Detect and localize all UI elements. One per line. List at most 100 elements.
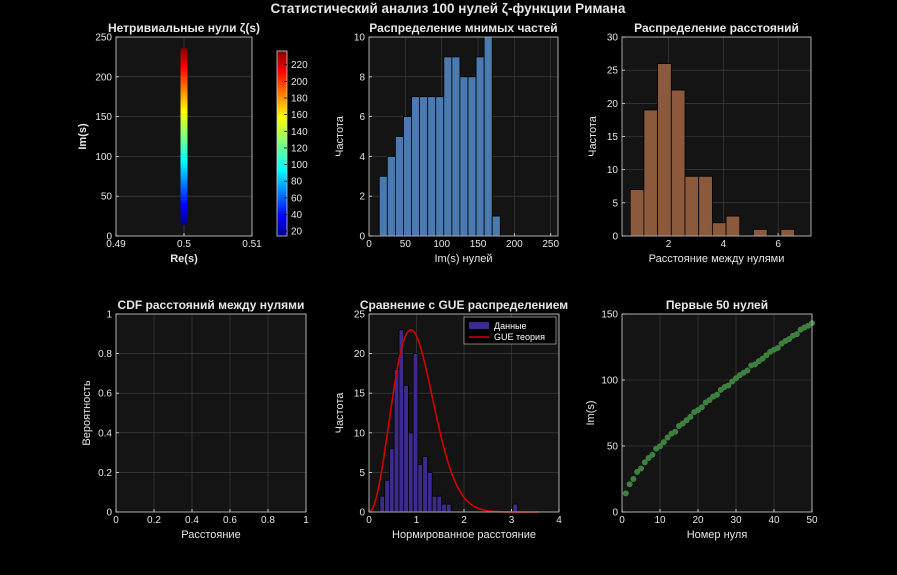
y-tick-label: 2: [359, 192, 365, 203]
hist-bar: [451, 56, 461, 237]
hist-bar: [443, 56, 453, 237]
y-tick-label: 0: [359, 232, 365, 243]
colorbar-tick-label: 140: [291, 127, 308, 138]
zero-point: [657, 443, 663, 450]
hist-bar: [629, 189, 645, 237]
gue-hist-bar: [441, 503, 447, 513]
hist-bar: [467, 76, 477, 237]
x-tick-label: 100: [433, 239, 450, 250]
panel-cdf: 0 0.2 0.4 0.6 0.8 1 0 0.2 0.4 0.6 0.8 1 CDF расстоян…: [81, 298, 309, 541]
x-tick-label: 0.49: [106, 239, 126, 250]
colorbar-tick-label: 40: [291, 210, 303, 221]
zero-point: [687, 413, 694, 420]
y-tick-label: 25: [354, 310, 366, 321]
x-tick-label: 200: [506, 239, 523, 250]
y-tick-label: 20: [354, 349, 366, 360]
hist-bar: [386, 155, 396, 237]
gue-hist-bar: [389, 448, 395, 513]
colorbar-tick-label: 100: [291, 160, 308, 171]
y-tick-label: 10: [607, 165, 619, 176]
x-axis-label: Расстояние между нулями: [649, 253, 785, 265]
figure-title: Статистический анализ 100 нулей ζ-функци…: [271, 1, 626, 16]
y-tick-label: 0: [106, 508, 112, 519]
gue-hist-bar: [408, 432, 414, 513]
x-tick-label: 4: [721, 239, 727, 250]
zero-point: [626, 481, 633, 488]
hist-bar: [684, 175, 700, 237]
colorbar-gradient: [276, 50, 288, 237]
x-tick-label: 0.51: [242, 239, 262, 250]
y-tick-label: 0.2: [98, 468, 112, 479]
y-tick-label: 0.8: [98, 349, 112, 360]
colorbar-tick-label: 200: [291, 77, 308, 88]
x-tick-label: 6: [775, 239, 781, 250]
zero-point: [641, 459, 648, 466]
zero-point: [774, 344, 781, 351]
gue-hist-bar: [417, 464, 424, 513]
y-tick-label: 6: [359, 112, 365, 123]
y-axis-label: Im(s): [585, 400, 597, 425]
legend-box: [463, 316, 557, 345]
y-tick-label: 5: [359, 468, 365, 479]
colorbar-tick-label: 160: [291, 110, 308, 121]
y-axis-label: Im(s): [77, 123, 89, 150]
zero-point: [725, 382, 732, 389]
x-axis-label: Нормированное расстояние: [392, 529, 536, 541]
y-axis-label: Частота: [334, 115, 346, 157]
y-tick-label: 5: [612, 198, 618, 209]
hist-bar: [643, 109, 659, 237]
x-tick-label: 0: [366, 515, 372, 526]
legend-label-bars: Данные: [494, 321, 527, 331]
legend-label-line: GUE теория: [494, 332, 545, 342]
hist-bar: [435, 96, 445, 237]
x-tick-label: 1: [303, 515, 309, 526]
hist-bar: [483, 36, 493, 237]
hist-bar: [491, 215, 501, 237]
hist-bar: [427, 96, 437, 237]
x-tick-label: 0.6: [223, 515, 237, 526]
x-tick-label: 50: [806, 515, 818, 526]
hist-bar: [711, 222, 727, 237]
zero-point: [706, 397, 713, 404]
x-axis-label: Re(s): [170, 253, 198, 265]
y-tick-label: 8: [359, 72, 365, 83]
y-tick-label: 30: [607, 33, 619, 44]
axes-frame: [621, 36, 812, 237]
y-tick-label: 100: [601, 376, 618, 387]
zero-point: [744, 367, 751, 374]
legend-swatch-bars: [469, 322, 489, 329]
panel-zeros: 0.49 0.5 0.51 0 50 100 150 200 250Нетривиальные …: [77, 21, 262, 265]
colorbar-tick-label: 220: [291, 60, 308, 71]
y-tick-label: 15: [354, 389, 366, 400]
x-tick-label: 0: [619, 515, 625, 526]
x-axis-label: Расстояние: [181, 529, 240, 541]
gue-hist-bar: [422, 456, 428, 513]
hist-bar: [725, 215, 741, 237]
y-tick-label: 150: [95, 112, 112, 123]
gue-hist-bar: [393, 369, 400, 513]
zero-point: [660, 439, 667, 446]
hist-bar: [419, 96, 429, 237]
x-tick-label: 2: [666, 239, 672, 250]
y-axis-label: Вероятность: [81, 380, 93, 445]
gue-hist-bar: [379, 495, 386, 513]
x-tick-label: 250: [542, 239, 559, 250]
x-tick-label: 2: [461, 515, 467, 526]
y-tick-label: 100: [95, 152, 112, 163]
y-tick-label: 0.4: [98, 428, 112, 439]
colorbar-tick-label: 180: [291, 94, 308, 105]
y-tick-label: 250: [95, 33, 112, 44]
hist-bar: [780, 228, 795, 237]
x-tick-label: 0: [366, 239, 372, 250]
y-axis-label: Частота: [334, 392, 346, 434]
x-tick-label: 30: [730, 515, 742, 526]
y-tick-label: 4: [359, 152, 365, 163]
x-tick-label: 40: [768, 515, 780, 526]
y-tick-label: 1: [106, 310, 112, 321]
y-tick-label: 150: [601, 310, 618, 321]
x-tick-label: 0.2: [147, 515, 161, 526]
colorbar: 20 40 60 80 100 120 140 160 180 200 220: [276, 50, 308, 238]
y-tick-label: 25: [607, 66, 619, 77]
